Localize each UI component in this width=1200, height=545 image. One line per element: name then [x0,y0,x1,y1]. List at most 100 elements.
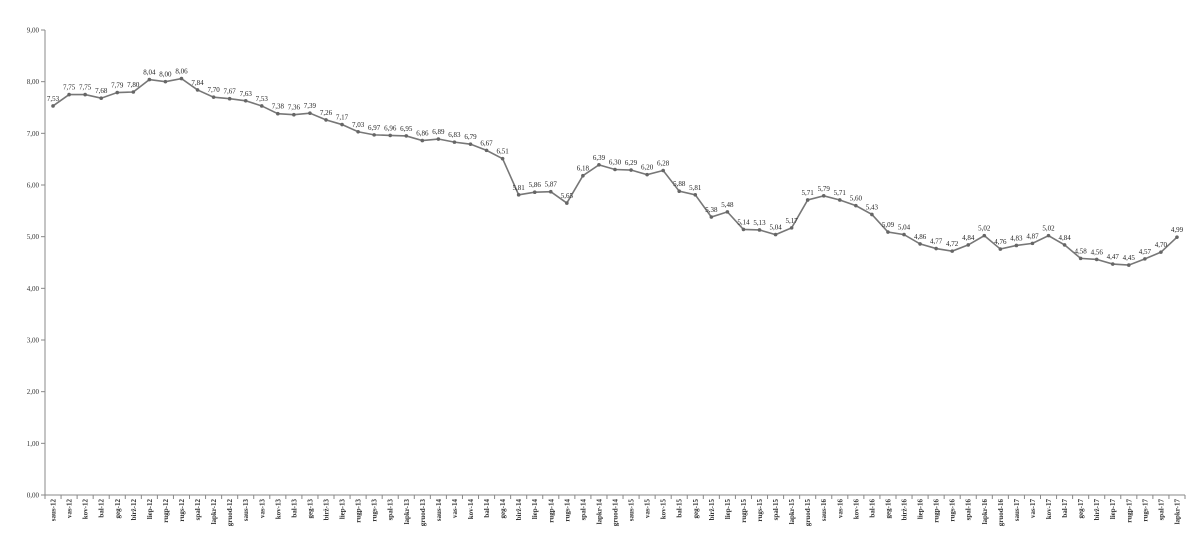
data-point [886,230,890,234]
data-label: 5,65 [561,192,574,200]
data-label: 7,67 [224,88,237,96]
y-tick-label: 4,00 [27,285,40,293]
x-tick-label: lapkr-17 [1173,499,1181,525]
data-label: 6,29 [625,159,638,167]
x-tick-label: lapkr-13 [403,499,411,525]
series [51,76,1179,267]
x-tick-label: lapkr-12 [210,499,218,525]
x-tick-label: saus-13 [242,499,250,522]
data-label: 5,86 [529,181,542,189]
data-point [1078,256,1083,261]
series-line [52,77,1178,266]
data-point [934,246,938,251]
data-point [773,232,778,237]
data-label: 6,18 [577,165,590,173]
data-label: 5,71 [834,189,847,197]
data-point [99,96,103,100]
x-tick-label: kov-14 [467,499,475,520]
data-point [677,189,682,193]
data-label: 5,60 [850,195,863,203]
data-label: 4,84 [962,234,975,242]
x-tick-label: kov-12 [82,499,90,520]
data-label: 6,67 [480,139,493,147]
data-point [629,168,633,172]
x-tick-label: rugs-13 [371,499,379,522]
data-point [821,194,826,198]
data-point [276,111,280,116]
x-tick-label: saus-14 [435,499,443,522]
data-point [1175,235,1179,239]
data-label: 7,17 [336,114,349,122]
x-tick-label: spal-17 [1157,499,1165,521]
data-point [516,193,521,197]
data-point [179,76,184,81]
x-tick-label: gruod-15 [804,499,812,527]
data-point [195,88,200,92]
data-point [324,118,328,122]
x-tick-label: geg-13 [306,499,314,519]
data-label: 5,81 [513,184,526,192]
x-tick-label: rugp-13 [355,499,363,523]
data-point [854,203,858,208]
data-label: 6,28 [657,160,670,168]
data-point [340,122,344,127]
data-label: 4,57 [1139,248,1152,256]
data-label: 5,09 [882,221,895,229]
data-point [597,163,601,167]
data-point [725,210,730,214]
x-tick-label: birž-17 [1093,499,1101,521]
data-label: 6,83 [448,131,461,139]
x-tick-label: rugp-14 [547,499,555,523]
data-point [243,98,248,103]
x-tick-label: lapkr-16 [981,499,989,525]
data-label: 5,02 [978,225,991,233]
data-point [709,215,714,219]
data-label: 4,47 [1107,253,1120,261]
x-tick-label: rugs-14 [563,499,571,522]
x-tick-label: geg-15 [692,499,700,519]
data-point [998,247,1003,251]
data-label: 5,81 [689,184,702,192]
x-tick-label: spal-12 [194,499,202,521]
data-point [147,77,152,82]
data-label: 7,75 [63,84,76,92]
data-label: 7,36 [288,104,301,112]
x-tick-label: vas-17 [1029,499,1037,519]
data-label: 4,56 [1091,248,1104,256]
data-point [436,137,441,141]
x-tick-label: rugp-12 [162,499,170,523]
data-point [966,243,971,247]
data-label: 5,87 [545,181,558,189]
data-label: 6,95 [400,125,413,133]
data-label: 7,26 [320,109,333,117]
data-label: 6,30 [609,159,622,167]
data-label: 4,77 [930,238,943,246]
x-tick-label: liep-16 [917,499,925,520]
data-label: 7,84 [191,79,204,87]
data-label: 5,38 [705,206,718,214]
data-point [163,79,168,84]
data-point [757,228,762,232]
data-point [51,104,55,108]
data-point [645,172,649,177]
data-label: 4,45 [1123,254,1136,262]
x-tick-label: liep-13 [339,499,347,520]
data-point [581,173,585,178]
data-label: 6,97 [368,124,381,132]
data-label: 4,70 [1155,241,1168,249]
x-tick-label: vas-15 [644,499,652,519]
data-label: 7,63 [240,90,253,98]
data-label: 5,14 [737,218,750,226]
x-tick-label: birž-16 [901,499,909,521]
data-label: 5,71 [802,189,815,197]
y-tick-label: 9,00 [27,27,40,35]
data-point [115,90,120,95]
x-tick-label: liep-15 [724,499,732,520]
data-point [356,129,360,134]
x-tick-label: geg-16 [884,499,892,519]
data-point [83,92,87,97]
x-tick-label: geg-17 [1077,499,1085,519]
y-tick-label: 8,00 [27,78,40,86]
x-tick-label: kov-15 [660,499,668,520]
y-tick-label: 3,00 [27,337,40,345]
